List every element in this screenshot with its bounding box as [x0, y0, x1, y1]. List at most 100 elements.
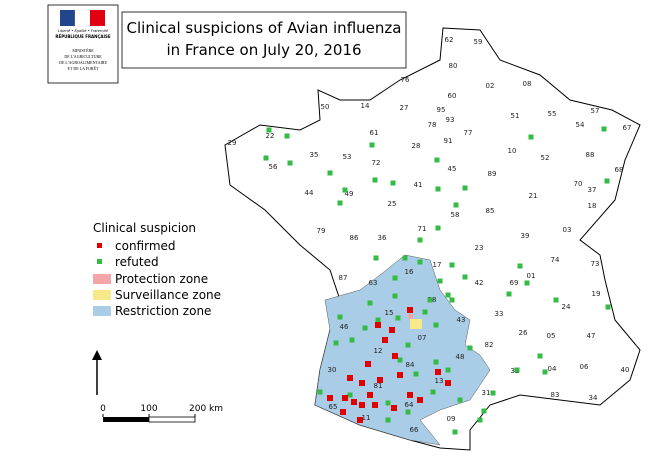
refuted-marker — [392, 275, 398, 281]
department-label: 01 — [527, 272, 536, 280]
refuted-marker — [449, 297, 455, 303]
department-label: 89 — [488, 170, 497, 178]
legend-swatch — [93, 290, 111, 300]
department-label: 07 — [418, 334, 427, 342]
department-label: 67 — [623, 124, 632, 132]
refuted-marker — [405, 409, 411, 415]
department-label: 42 — [475, 279, 484, 287]
refuted-marker — [397, 357, 403, 363]
refuted-marker — [375, 317, 381, 323]
department-label: 63 — [369, 279, 378, 287]
confirmed-marker — [391, 405, 397, 411]
department-label: 44 — [305, 189, 314, 197]
confirmed-marker — [372, 402, 378, 408]
department-label: 86 — [350, 234, 359, 242]
department-label: 41 — [414, 181, 423, 189]
department-label: 13 — [435, 377, 444, 385]
department-label: 34 — [589, 394, 598, 402]
department-label: 58 — [451, 211, 460, 219]
confirmed-marker — [397, 372, 403, 378]
legend-item: confirmed — [115, 239, 176, 253]
department-label: 65 — [329, 403, 338, 411]
refuted-marker — [402, 255, 408, 261]
refuted-marker — [349, 337, 355, 343]
refuted-marker — [385, 417, 391, 423]
confirmed-marker — [365, 361, 371, 367]
refuted-marker — [369, 142, 375, 148]
refuted-marker — [395, 315, 401, 321]
department-label: 22 — [266, 132, 275, 140]
department-label: 53 — [343, 153, 352, 161]
department-label: 23 — [475, 244, 484, 252]
confirmed-marker — [377, 377, 383, 383]
refuted-marker — [433, 359, 439, 365]
department-label: 84 — [406, 361, 415, 369]
legend-swatch — [93, 274, 111, 284]
refuted-marker — [435, 225, 441, 231]
department-label: 57 — [591, 107, 600, 115]
republic: RÉPUBLIQUE FRANÇAISE — [55, 34, 111, 39]
markers — [263, 126, 611, 435]
ministry: MINISTÈRE — [72, 48, 94, 53]
flag-red — [90, 10, 105, 26]
department-label: 81 — [374, 382, 383, 390]
legend-swatch — [93, 306, 111, 316]
department-label: 62 — [445, 36, 454, 44]
confirmed-marker — [375, 322, 381, 328]
department-label: 68 — [615, 166, 624, 174]
refuted-marker — [435, 186, 441, 192]
scale-segment — [103, 417, 149, 422]
department-label: 11 — [362, 414, 371, 422]
refuted-marker — [317, 389, 323, 395]
flag-white — [74, 9, 91, 27]
motto: Liberté • Égalité • Fraternité — [58, 28, 109, 33]
refuted-marker — [392, 293, 398, 299]
department-label: 06 — [580, 363, 589, 371]
legend-swatch — [97, 259, 102, 264]
refuted-marker — [433, 322, 439, 328]
arrow-head — [92, 350, 102, 360]
refuted-marker — [385, 400, 391, 406]
refuted-marker — [342, 187, 348, 193]
surveillance-zone — [410, 319, 422, 329]
refuted-marker — [537, 353, 543, 359]
refuted-marker — [362, 325, 368, 331]
refuted-marker — [462, 274, 468, 280]
department-label: 80 — [449, 62, 458, 70]
department-label: 12 — [374, 347, 383, 355]
department-label: 16 — [405, 268, 414, 276]
refuted-marker — [263, 155, 269, 161]
confirmed-marker — [327, 395, 333, 401]
department-label: 56 — [269, 163, 278, 171]
protection-zone — [408, 314, 413, 319]
department-label: 82 — [485, 341, 494, 349]
refuted-marker — [284, 133, 290, 139]
department-label: 49 — [345, 190, 354, 198]
department-label: 54 — [576, 121, 585, 129]
department-label: 66 — [410, 426, 419, 434]
department-label: 18 — [588, 202, 597, 210]
department-label: 61 — [370, 129, 379, 137]
confirmed-marker — [445, 380, 451, 386]
scale-segment — [148, 416, 196, 423]
confirmed-marker — [359, 402, 365, 408]
department-label: 19 — [592, 290, 601, 298]
refuted-marker — [462, 185, 468, 191]
department-label: 05 — [547, 332, 556, 340]
department-label: 33 — [495, 310, 504, 318]
ministry: DE L'AGRICULTURE — [64, 54, 102, 59]
refuted-marker — [333, 340, 339, 346]
department-label: 55 — [548, 110, 557, 118]
department-label: 30 — [328, 366, 337, 374]
department-label: 09 — [447, 415, 456, 423]
department-label: 10 — [508, 147, 517, 155]
refuted-marker — [481, 408, 487, 414]
department-label: 72 — [372, 159, 381, 167]
department-label: 15 — [385, 309, 394, 317]
department-label: 73 — [591, 260, 600, 268]
department-label: 02 — [486, 82, 495, 90]
title-line: Clinical suspicions of Avian influenza — [127, 19, 402, 37]
department-label: 45 — [448, 165, 457, 173]
department-label: 51 — [511, 112, 520, 120]
department-label: 08 — [523, 80, 532, 88]
